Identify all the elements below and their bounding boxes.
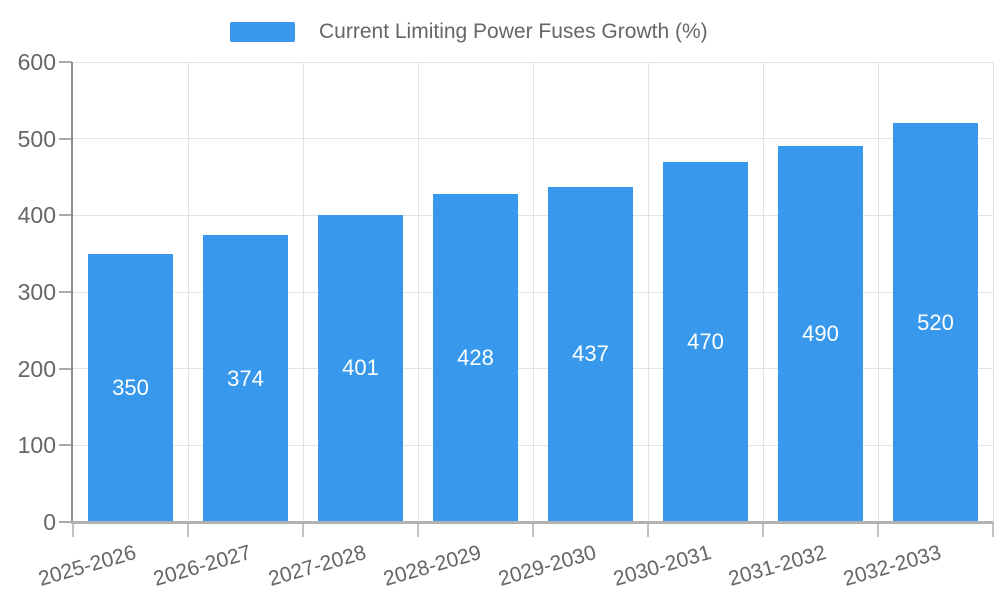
y-axis-tick [59, 444, 72, 447]
x-axis-tick-label: 2028-2029 [380, 541, 484, 591]
y-axis-tick [59, 521, 72, 523]
bar [663, 161, 748, 522]
x-gridline [877, 62, 879, 522]
bar-value-label: 520 [917, 309, 954, 335]
x-axis-tick-label: 2032-2033 [840, 541, 944, 591]
bar-value-label: 490 [802, 321, 839, 347]
y-axis-tick [59, 367, 72, 370]
x-axis-line [71, 521, 993, 524]
x-gridline [762, 62, 764, 522]
x-axis-tick-label: 2030-2031 [610, 541, 714, 591]
x-axis-tick [302, 522, 304, 537]
x-axis-tick-label: 2027-2028 [265, 541, 369, 591]
bar [548, 186, 633, 522]
legend-label: Current Limiting Power Fuses Growth (%) [319, 20, 708, 43]
bar [88, 253, 173, 522]
x-axis-tick [187, 522, 189, 537]
bar [778, 146, 863, 522]
x-axis-tick [762, 522, 764, 537]
y-axis-tick [59, 137, 72, 140]
y-axis-tick-label: 500 [17, 125, 56, 152]
legend-swatch-icon [230, 22, 295, 42]
y-axis-tick-label: 100 [17, 432, 56, 459]
bar-value-label: 428 [457, 344, 494, 370]
x-gridline [532, 62, 534, 522]
bar-value-label: 401 [342, 355, 379, 381]
x-axis-tick [877, 522, 879, 537]
y-axis-tick-label: 300 [17, 279, 56, 305]
x-axis-tick-label: 2025-2026 [35, 541, 139, 591]
bar-value-label: 350 [112, 374, 149, 400]
x-axis-tick [417, 522, 419, 537]
x-axis-tick [72, 522, 74, 537]
bar [893, 123, 978, 522]
x-gridline [302, 62, 304, 522]
x-gridline [992, 62, 994, 522]
bar-value-label: 437 [572, 341, 609, 367]
bar-value-label: 470 [687, 328, 724, 354]
x-axis-tick-label: 2031-2032 [725, 541, 829, 591]
bar [433, 193, 518, 522]
legend-item[interactable]: Current Limiting Power Fuses Growth (%) [230, 20, 708, 43]
plot-area: 350 374 401 428 437 470 490 520 [73, 61, 994, 522]
y-axis-tick-label: 400 [17, 202, 56, 229]
x-gridline [187, 62, 189, 522]
x-axis-tick [532, 522, 534, 537]
bar [318, 214, 403, 522]
y-axis-tick-label: 0 [43, 509, 56, 535]
x-axis-tick [647, 522, 649, 537]
y-axis-tick [59, 291, 72, 293]
bar [203, 235, 288, 522]
x-gridline [647, 62, 649, 522]
x-axis-tick [992, 522, 994, 537]
y-axis-tick [59, 214, 72, 217]
y-axis-tick-label: 200 [17, 355, 56, 382]
bar-value-label: 374 [227, 365, 264, 391]
x-axis-tick-label: 2029-2030 [495, 541, 599, 591]
x-gridline [417, 62, 419, 522]
y-axis-tick [59, 61, 72, 63]
y-axis-line [71, 62, 73, 522]
x-axis-tick-label: 2026-2027 [150, 541, 254, 591]
y-axis-tick-label: 600 [17, 49, 56, 75]
